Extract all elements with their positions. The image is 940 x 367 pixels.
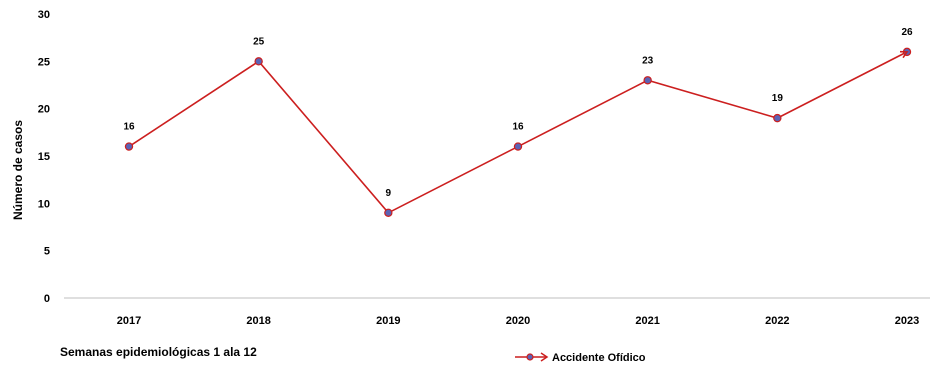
data-labels: 16 25 9 16 23 19 26 — [123, 27, 913, 199]
data-label: 9 — [386, 188, 392, 199]
data-point — [643, 76, 652, 85]
x-tick-label: 2021 — [635, 315, 659, 327]
y-tick-label: 20 — [38, 104, 50, 116]
data-label: 16 — [123, 122, 135, 133]
y-tick-label: 5 — [44, 246, 50, 258]
x-tick-label: 2023 — [895, 315, 919, 327]
data-point — [124, 142, 134, 151]
y-axis-title: Número de casos — [11, 120, 25, 220]
x-tick-label: 2022 — [765, 315, 789, 327]
data-point — [773, 113, 782, 123]
legend-marker — [526, 353, 534, 361]
data-label: 25 — [253, 36, 265, 47]
data-label: 16 — [512, 122, 524, 133]
y-tick-label: 25 — [38, 56, 50, 68]
x-axis-ticks: 2017 2018 2019 2020 2021 2022 2023 — [117, 315, 919, 327]
series-end-arrow-icon — [899, 50, 909, 59]
data-point — [254, 57, 263, 66]
y-tick-label: 10 — [38, 198, 50, 210]
y-tick-label: 0 — [44, 293, 50, 305]
series-group — [124, 47, 912, 217]
legend: Accidente Ofídico — [515, 352, 646, 364]
y-tick-label: 15 — [38, 151, 50, 163]
y-tick-label: 30 — [38, 9, 50, 21]
legend-arrow-icon — [540, 352, 549, 362]
data-point — [513, 142, 523, 151]
x-axis-title: Semanas epidemiológicas 1 ala 12 — [60, 345, 257, 359]
legend-label: Accidente Ofídico — [552, 352, 646, 364]
x-tick-label: 2017 — [117, 315, 141, 327]
data-label: 23 — [642, 55, 654, 66]
data-point — [384, 208, 393, 217]
data-label: 19 — [772, 93, 784, 104]
x-tick-label: 2018 — [246, 315, 270, 327]
y-axis-ticks: 0 5 10 15 20 25 30 — [38, 9, 50, 305]
x-tick-label: 2020 — [506, 315, 530, 327]
data-label: 26 — [901, 27, 913, 38]
x-tick-label: 2019 — [376, 315, 400, 327]
